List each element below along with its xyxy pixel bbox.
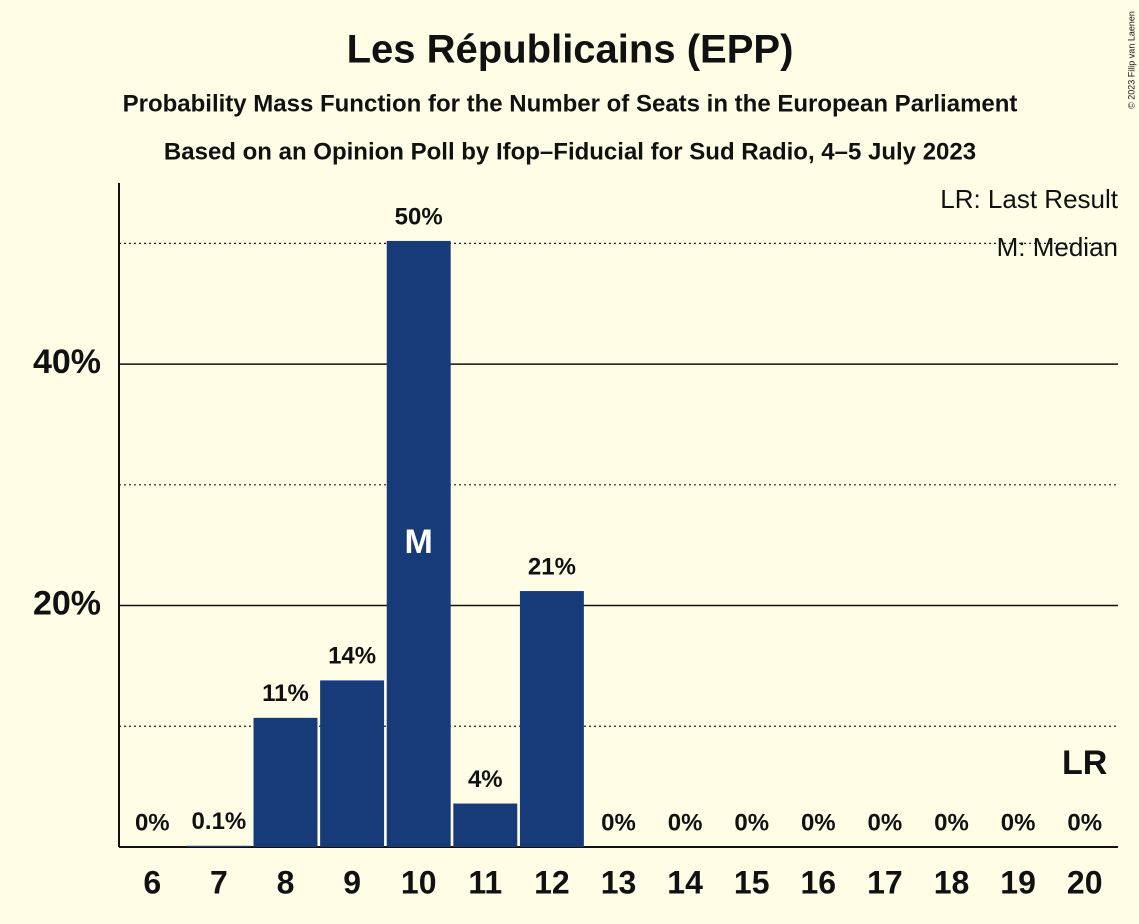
x-tick-label: 10 [401,864,437,900]
bar [320,680,385,847]
x-tick-label: 8 [277,864,295,900]
x-tick-label: 12 [534,864,570,900]
value-label: 0% [135,809,170,836]
x-tick-label: 16 [801,864,837,900]
value-label: 0% [868,809,903,836]
value-label: 21% [528,553,576,580]
value-label: 0% [734,809,769,836]
x-tick-label: 14 [667,864,703,900]
bar [453,803,518,847]
value-label: 0% [1001,809,1036,836]
x-tick-label: 17 [867,864,903,900]
chart-title: Les Républicains (EPP) [347,28,794,72]
legend-entry: M: Median [997,232,1118,262]
bar [386,240,451,847]
x-tick-label: 6 [143,864,161,900]
value-label: 0% [801,809,836,836]
x-tick-label: 9 [343,864,361,900]
x-tick-label: 19 [1000,864,1036,900]
x-tick-label: 15 [734,864,770,900]
subtitle: Based on an Opinion Poll by Ifop–Fiducia… [164,138,976,165]
bar [186,845,251,847]
x-tick-label: 11 [468,864,502,900]
bar [519,591,584,847]
annotation: M [405,523,433,561]
value-label: 4% [468,766,503,793]
value-label: 14% [328,643,376,670]
value-label: 0% [601,809,636,836]
y-tick-label: 40% [33,343,101,381]
y-tick-label: 20% [33,585,101,623]
value-label: 11% [262,680,309,707]
bar [253,717,318,847]
x-tick-label: 13 [601,864,637,900]
x-tick-label: 20 [1067,864,1103,900]
value-label: 0% [668,809,703,836]
x-tick-label: 18 [934,864,970,900]
annotation: LR [1062,744,1107,782]
value-label: 0% [1067,809,1102,836]
value-label: 50% [395,203,443,230]
value-label: 0% [934,809,969,836]
x-tick-label: 7 [210,864,228,900]
subtitle: Probability Mass Function for the Number… [123,90,1018,117]
legend-entry: LR: Last Result [940,184,1119,214]
value-label: 0.1% [192,808,247,835]
copyright: © 2023 Filip van Laenen [1126,11,1136,109]
